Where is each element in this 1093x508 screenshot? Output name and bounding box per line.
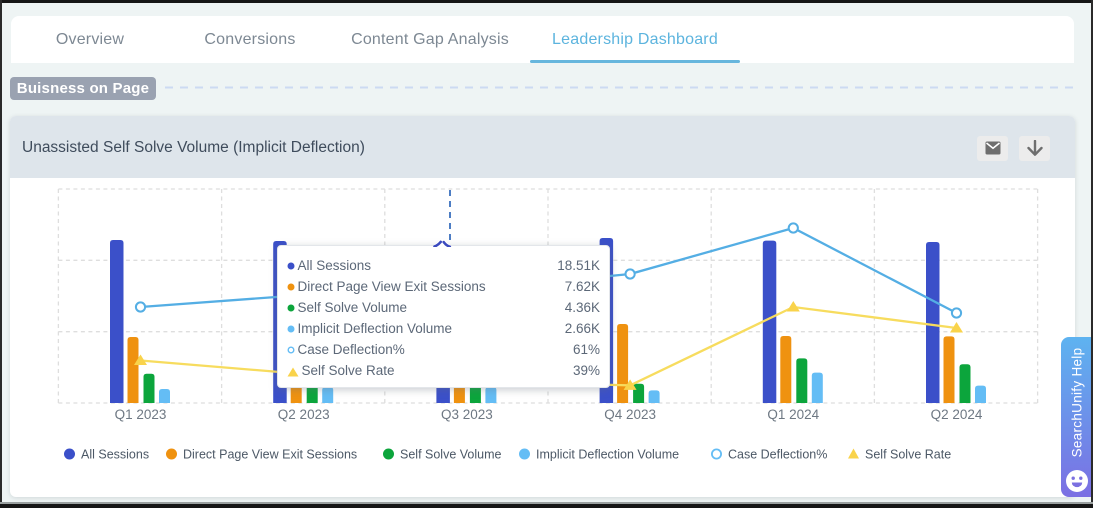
svg-text:Q1 2023: Q1 2023 <box>115 407 167 422</box>
svg-text:All Sessions: All Sessions <box>81 448 149 462</box>
svg-text:Q4 2023: Q4 2023 <box>604 407 656 422</box>
svg-text:Self Solve Volume: Self Solve Volume <box>400 448 501 462</box>
svg-text:Implicit Deflection Volume: Implicit Deflection Volume <box>536 448 679 462</box>
svg-text:Q2 2024: Q2 2024 <box>931 407 983 422</box>
svg-text:Q1 2024: Q1 2024 <box>767 407 819 422</box>
svg-text:Q2 2023: Q2 2023 <box>278 407 330 422</box>
svg-text:Direct Page View Exit Sessions: Direct Page View Exit Sessions <box>183 448 357 462</box>
svg-text:Self Solve Rate: Self Solve Rate <box>865 448 951 462</box>
svg-text:Case Deflection%: Case Deflection% <box>728 448 827 462</box>
svg-text:Q3 2023: Q3 2023 <box>441 407 493 422</box>
